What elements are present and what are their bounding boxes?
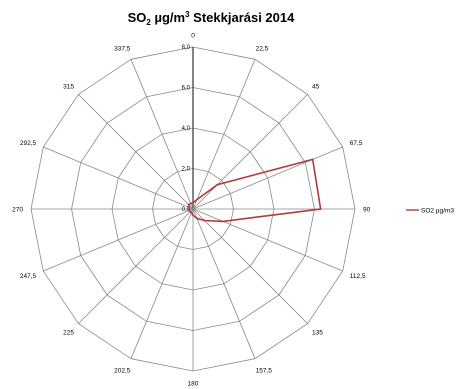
- direction-label: 90: [363, 207, 371, 214]
- spoke-line: [78, 208, 194, 324]
- direction-label: 157,5: [256, 367, 273, 374]
- data-point: [319, 208, 322, 210]
- radial-tick-label: 8,0: [182, 45, 191, 51]
- data-point: [192, 214, 194, 217]
- spoke-line: [130, 59, 194, 210]
- data-point: [188, 206, 191, 209]
- data-point: [196, 198, 198, 201]
- spoke-line: [192, 208, 343, 272]
- radial-tick-label: 2,0: [182, 167, 191, 173]
- spoke-line: [43, 146, 194, 210]
- data-point: [203, 219, 206, 222]
- data-point: [189, 211, 192, 213]
- series-line: [187, 158, 322, 223]
- legend-label: SO2 µg/m3: [421, 208, 454, 215]
- direction-label: 67,5: [350, 140, 363, 147]
- radial-tick-label: 0,0: [182, 207, 191, 213]
- direction-label: 315: [63, 84, 74, 91]
- spoke-line: [192, 94, 308, 210]
- direction-label: 292,5: [20, 140, 37, 147]
- direction-label: 45: [312, 84, 320, 91]
- spoke-line: [192, 208, 308, 324]
- data-point: [216, 183, 219, 186]
- radial-tick-label: 6,0: [182, 86, 191, 92]
- data-point: [188, 209, 191, 212]
- data-point: [311, 158, 314, 161]
- data-point: [187, 203, 190, 206]
- spoke-line: [43, 208, 194, 272]
- spoke-line: [192, 146, 343, 210]
- direction-label: 135: [312, 330, 323, 337]
- data-point: [196, 217, 198, 220]
- direction-label: 202,5: [114, 367, 131, 374]
- direction-label: 22,5: [256, 46, 269, 53]
- direction-label: 180: [188, 381, 199, 388]
- data-point: [192, 202, 194, 204]
- radial-ticks: 0,0 2,0 4,0 6,0 8,0: [182, 45, 191, 213]
- direction-labels: 0 22,5 45 67,5 90 112,5 135 157,5 180 202,5 225 247…: [12, 33, 370, 388]
- direction-label: 225: [63, 330, 74, 337]
- chart-title: SO2 µg/m3 Stekkjarási 2014: [128, 10, 295, 27]
- direction-label: 337,5: [114, 46, 131, 53]
- direction-label: 0: [191, 33, 195, 40]
- series-layer: [187, 158, 322, 223]
- spoke-line: [192, 208, 256, 359]
- data-point: [222, 220, 224, 223]
- data-point: [189, 202, 192, 205]
- radar-spokes: [31, 47, 355, 371]
- legend: SO2 µg/m3: [406, 208, 454, 215]
- spoke-line: [130, 208, 194, 359]
- spoke-line: [192, 59, 256, 210]
- direction-label: 247,5: [20, 273, 37, 280]
- radial-tick-label: 4,0: [182, 126, 191, 132]
- direction-label: 112,5: [350, 273, 366, 280]
- data-point: [190, 211, 193, 214]
- data-point: [188, 208, 190, 210]
- spoke-line: [78, 94, 194, 210]
- direction-label: 270: [12, 207, 23, 214]
